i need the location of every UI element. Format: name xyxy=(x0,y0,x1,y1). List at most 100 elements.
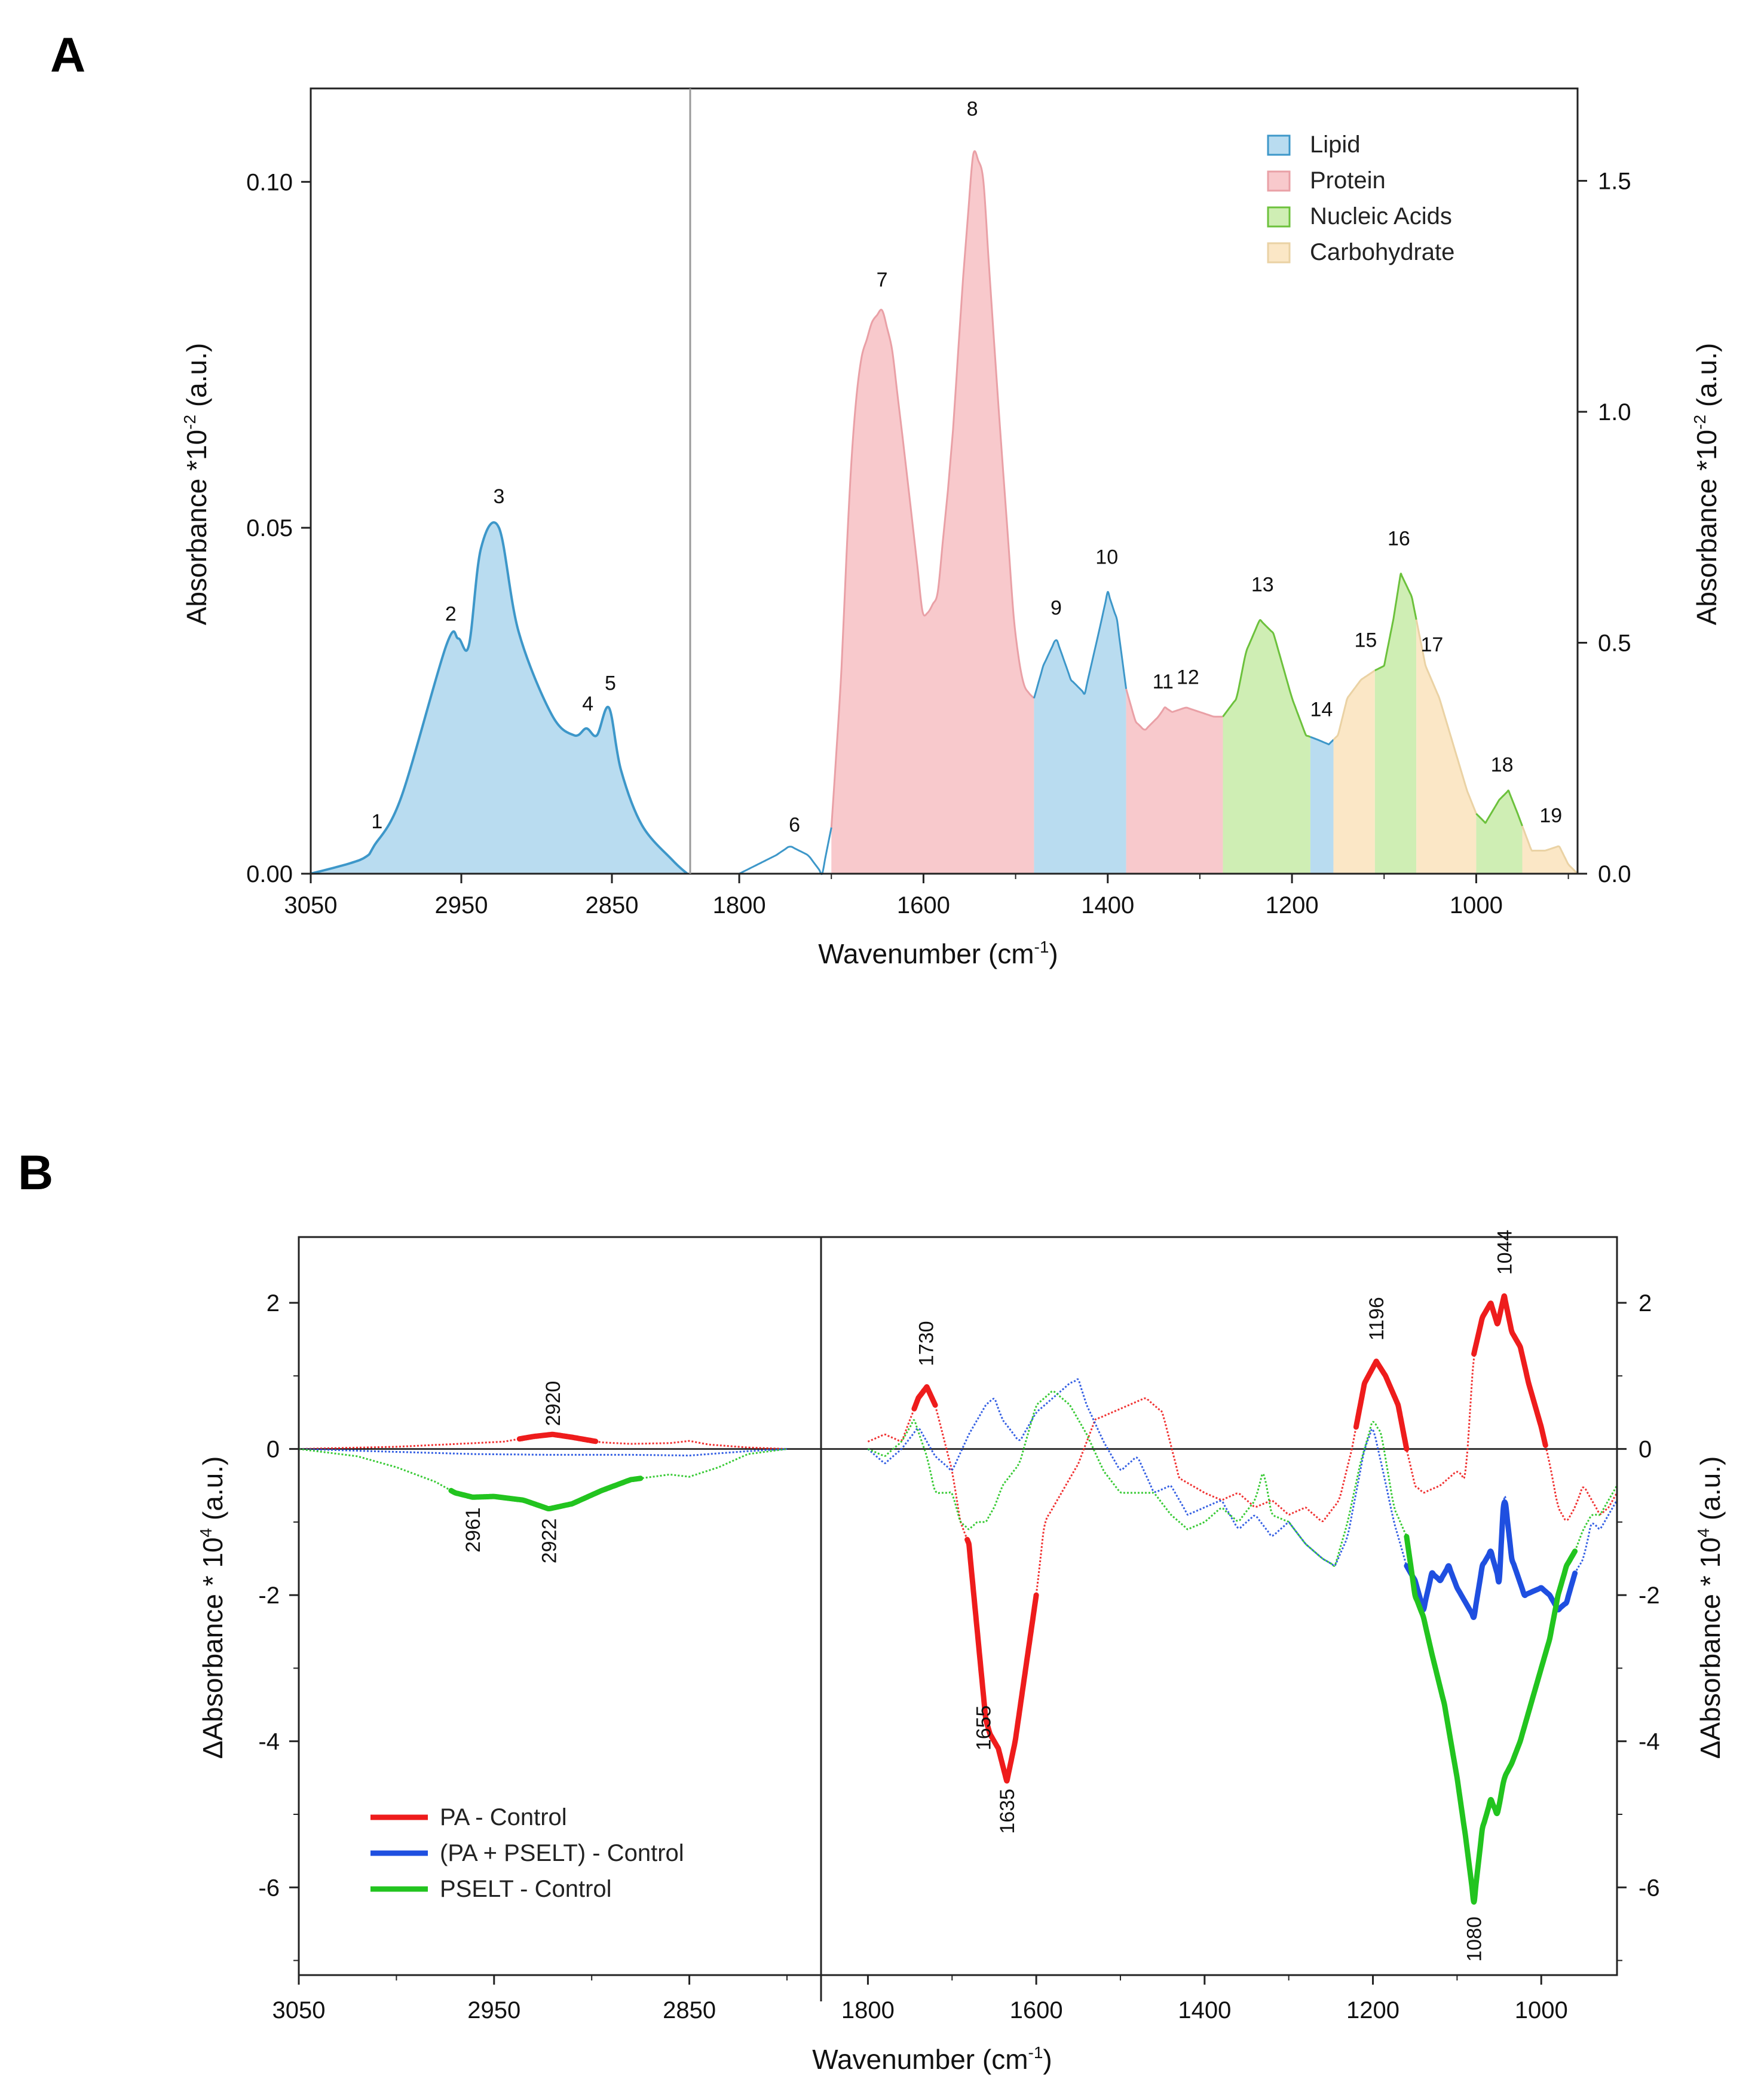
series-pa-solid-right-3 xyxy=(1471,1293,1548,1448)
y-title-post: (a.u.) xyxy=(1691,343,1722,415)
x-tick-label: 1200 xyxy=(1346,1997,1399,2023)
band-outline-lipid-1 xyxy=(1033,590,1128,699)
legend-label-pa_pselt: (PA + PSELT) - Control xyxy=(440,1840,684,1866)
peak-label-b: 1635 xyxy=(996,1789,1019,1834)
peak-label-b: 1730 xyxy=(915,1321,938,1366)
x-tick-label: 1400 xyxy=(1081,892,1134,919)
series-pa-solid-right-1 xyxy=(964,1536,1039,1784)
y-right-tick-label: 1.5 xyxy=(1598,169,1631,195)
band-outline-lipid-4 xyxy=(1310,736,1334,746)
peak-label-a: 14 xyxy=(1310,698,1333,721)
legend-label-nucleic: Nucleic Acids xyxy=(1310,203,1452,229)
y-left-tick-label: 0 xyxy=(267,1437,280,1463)
y-left-tick-label: -2 xyxy=(258,1582,280,1609)
lipid-curve-left xyxy=(310,521,688,875)
x-tick-label: 1800 xyxy=(713,892,766,919)
y-title-main: Absorbance *10 xyxy=(181,430,212,625)
peak-label-b: 1196 xyxy=(1365,1297,1388,1340)
plot-frame-a xyxy=(310,87,1579,875)
band-nucleic-8 xyxy=(1476,790,1523,874)
y-title-post: (a.u.) xyxy=(1695,1456,1726,1528)
x-title-end: ) xyxy=(1049,938,1058,969)
y-title-sup: -2 xyxy=(180,415,199,430)
peak-label-b: 1080 xyxy=(1463,1917,1486,1962)
band-outline-protein-2 xyxy=(1125,688,1223,731)
x-tick-label: 1600 xyxy=(1010,1997,1063,2023)
y-title-sup: 4 xyxy=(197,1528,215,1538)
y-right-tick-label: 0 xyxy=(1639,1437,1652,1463)
x-tick-label: 2850 xyxy=(663,1997,716,2023)
peak-label-a: 3 xyxy=(494,485,505,508)
y-right-tick-label: 1.0 xyxy=(1598,399,1631,425)
x-tick-label: 1200 xyxy=(1266,892,1319,919)
y-right-tick-label: -6 xyxy=(1639,1875,1660,1901)
peak-label-b: 2961 xyxy=(462,1507,485,1553)
y-title-main: Absorbance *10 xyxy=(1691,430,1722,625)
peak-label-a: 12 xyxy=(1177,666,1199,688)
legend-label-protein: Protein xyxy=(1310,167,1386,194)
lipid-area-left xyxy=(311,522,687,874)
series-pselt-solid-right-0 xyxy=(1404,1533,1578,1905)
y-title-main: ΔAbsorbance * 10 xyxy=(197,1537,228,1759)
peak-label-a: 5 xyxy=(605,672,616,694)
y-left-tick-label: -6 xyxy=(258,1875,280,1901)
band-carb-7 xyxy=(1416,619,1477,874)
peak-label-a: 11 xyxy=(1153,671,1174,693)
peak-label-a: 9 xyxy=(1051,596,1062,619)
band-outline-carb-5 xyxy=(1333,669,1376,740)
band-protein-2 xyxy=(1126,688,1223,874)
y-right-tick-label: -2 xyxy=(1639,1582,1660,1609)
y-title-sup: -2 xyxy=(1690,415,1709,430)
band-nucleic-6 xyxy=(1374,573,1417,874)
band-nucleic-3 xyxy=(1223,620,1310,874)
legend-swatch-protein xyxy=(1267,170,1291,192)
x-tick-label: 1000 xyxy=(1450,892,1503,919)
peak-label-a: 8 xyxy=(967,98,978,121)
peak-label-a: 7 xyxy=(877,269,888,292)
x-tick-label: 1000 xyxy=(1515,1997,1568,2023)
x-tick-label: 2850 xyxy=(586,892,639,919)
band-outline-carb-9 xyxy=(1521,825,1579,875)
band-lipid-4 xyxy=(1310,737,1334,874)
lipid-curve-right-start xyxy=(739,827,832,875)
peak-label-a: 6 xyxy=(789,814,800,837)
peak-label-b: 2922 xyxy=(538,1519,561,1564)
band-carb-5 xyxy=(1333,670,1375,874)
y-right-tick-label: 0.0 xyxy=(1598,861,1631,887)
x-title-main: Wavenumber (cm xyxy=(812,2044,1028,2075)
legend-label-pselt: PSELT - Control xyxy=(440,1876,612,1902)
y-left-axis-title: Absorbance *10-2 (a.u.) xyxy=(180,343,212,625)
legend-swatch-carb xyxy=(1267,242,1291,264)
y-left-tick-label: 2 xyxy=(267,1290,280,1317)
band-outline-nucleic-6 xyxy=(1374,573,1417,672)
y-title-post: (a.u.) xyxy=(197,1456,228,1528)
legend-label-pa: PA - Control xyxy=(440,1804,567,1830)
band-protein-0 xyxy=(831,151,1034,874)
legend-label-carb: Carbohydrate xyxy=(1310,239,1454,265)
y-right-axis-title: Absorbance *10-2 (a.u.) xyxy=(1690,343,1722,625)
y-title-main: ΔAbsorbance * 10 xyxy=(1695,1537,1726,1759)
panel-a-letter: A xyxy=(50,28,85,82)
x-tick-label: 1800 xyxy=(841,1997,895,2023)
peak-label-a: 17 xyxy=(1421,633,1444,656)
series-pa-right xyxy=(867,1296,1618,1780)
band-outline-carb-7 xyxy=(1415,619,1477,815)
y-right-tick-label: 0.5 xyxy=(1598,630,1631,657)
x-tick-label: 3050 xyxy=(272,1997,326,2023)
y-right-axis-title: ΔAbsorbance * 104 (a.u.) xyxy=(1694,1456,1726,1759)
y-left-tick-label: -4 xyxy=(258,1729,280,1755)
y-left-tick-label: 0.05 xyxy=(246,515,293,541)
y-left-tick-label: 0.10 xyxy=(246,169,293,195)
peak-label-a: 18 xyxy=(1491,754,1514,776)
y-right-tick-label: -4 xyxy=(1639,1729,1660,1755)
peak-label-a: 19 xyxy=(1539,804,1562,827)
series-pa_pselt-left xyxy=(298,1448,788,1457)
x-tick-label: 1600 xyxy=(897,892,950,919)
y-left-axis-title: ΔAbsorbance * 104 (a.u.) xyxy=(197,1456,228,1759)
peak-label-a: 13 xyxy=(1251,574,1274,596)
peak-label-a: 4 xyxy=(582,693,593,715)
x-axis-title: Wavenumber (cm-1) xyxy=(818,938,1058,969)
peak-label-b: 1655 xyxy=(972,1706,995,1751)
band-outline-nucleic-3 xyxy=(1222,619,1311,738)
x-title-end: ) xyxy=(1043,2044,1052,2075)
